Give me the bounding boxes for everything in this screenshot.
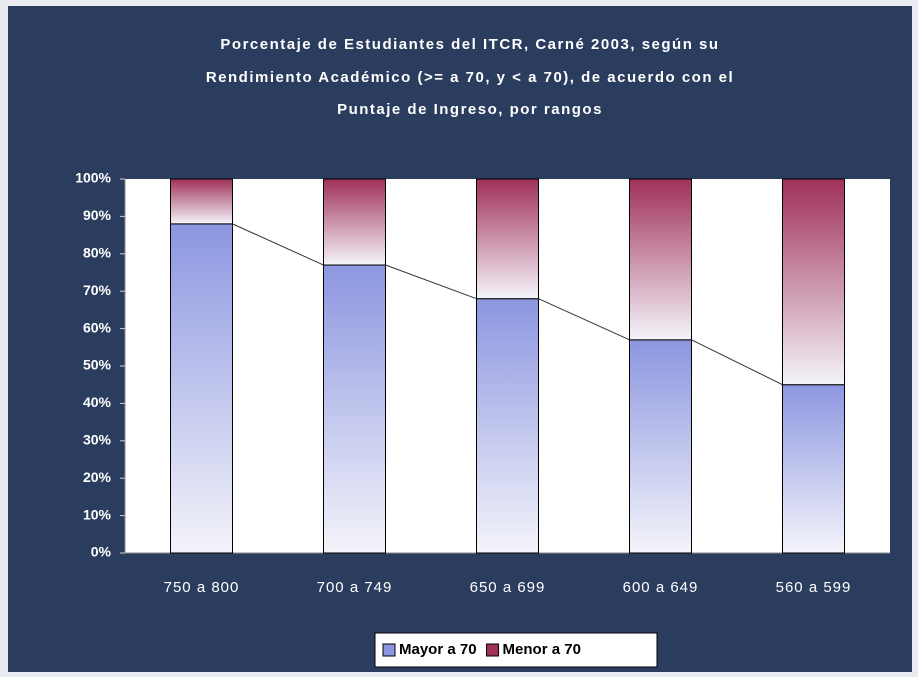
series-line xyxy=(691,339,783,386)
y-tick-label: 60% xyxy=(83,319,112,335)
x-tick-label: 600 a 649 xyxy=(623,579,699,596)
y-tick-label: 20% xyxy=(83,469,112,485)
y-tick-label: 80% xyxy=(83,245,112,261)
chart-title: Puntaje de Ingreso, por rangos xyxy=(337,101,603,118)
x-tick-label: 650 a 699 xyxy=(470,579,546,596)
bar-segment xyxy=(170,178,233,225)
legend-label: Mayor a 70 xyxy=(399,641,477,658)
y-tick-label: 50% xyxy=(83,357,112,373)
bar-segment xyxy=(476,298,539,554)
bar-segment xyxy=(782,178,845,386)
y-tick-label: 100% xyxy=(75,170,111,186)
x-tick-label: 750 a 800 xyxy=(164,579,240,596)
bar-segment xyxy=(323,178,386,266)
legend-box xyxy=(374,632,658,668)
series-line xyxy=(385,264,477,300)
chart-title: Porcentaje de Estudiantes del ITCR, Carn… xyxy=(220,36,719,53)
series-line xyxy=(232,223,324,266)
bar-segment xyxy=(323,264,386,554)
bar-segment xyxy=(629,339,692,554)
chart-title: Rendimiento Académico (>= a 70, y < a 70… xyxy=(206,69,734,86)
series-line xyxy=(538,298,630,341)
y-tick-label: 70% xyxy=(83,282,112,298)
legend-swatch xyxy=(486,643,500,657)
x-tick-label: 560 a 599 xyxy=(776,579,852,596)
bar-segment xyxy=(476,178,539,300)
legend-swatch xyxy=(382,643,396,657)
bar-segment xyxy=(782,384,845,554)
bar-segment xyxy=(629,178,692,341)
y-tick-label: 0% xyxy=(91,544,112,560)
y-tick-label: 90% xyxy=(83,207,112,223)
legend-label: Menor a 70 xyxy=(503,641,581,658)
x-tick-label: 700 a 749 xyxy=(317,579,393,596)
y-tick-label: 30% xyxy=(83,432,112,448)
y-tick-label: 10% xyxy=(83,506,112,522)
bar-segment xyxy=(170,223,233,554)
y-tick-label: 40% xyxy=(83,394,112,410)
